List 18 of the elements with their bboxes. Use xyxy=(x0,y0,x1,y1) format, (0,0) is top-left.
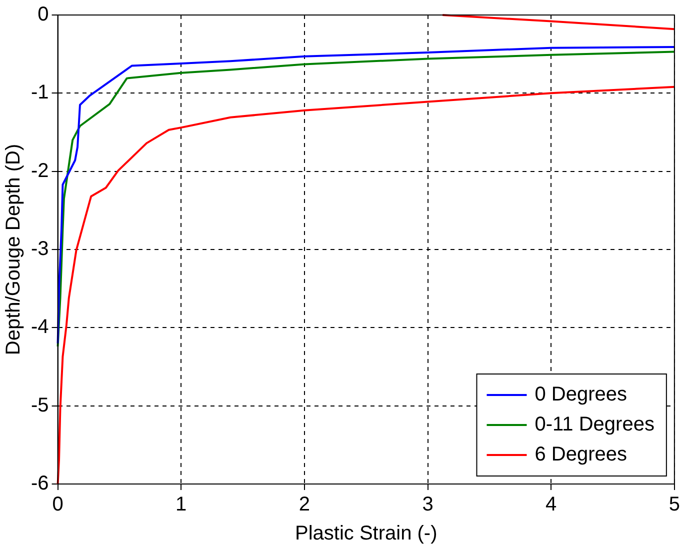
y-tick-label: -2 xyxy=(30,160,49,182)
y-tick-label: -3 xyxy=(30,238,49,260)
legend-label: 0-11 Degrees xyxy=(534,414,654,436)
x-tick-label: 5 xyxy=(668,494,680,516)
x-axis-title: Plastic Strain (-) xyxy=(294,522,438,545)
x-tick-label: 3 xyxy=(422,494,434,516)
y-tick-label: -1 xyxy=(30,82,49,104)
x-tick-label: 2 xyxy=(298,494,310,516)
y-tick-label: -6 xyxy=(30,472,49,495)
x-tick-label: 0 xyxy=(52,494,64,516)
legend-label: 0 Degrees xyxy=(534,384,628,406)
y-tick-label: 0 xyxy=(38,4,49,26)
x-tick-label: 4 xyxy=(546,494,557,516)
x-tick-label: 1 xyxy=(176,494,187,516)
legend-label: 6 Degrees xyxy=(534,444,628,466)
y-tick-label: -5 xyxy=(30,394,49,416)
y-tick-label: -4 xyxy=(30,316,49,338)
y-axis-title: Depth/Gouge Depth (D) xyxy=(2,144,25,356)
